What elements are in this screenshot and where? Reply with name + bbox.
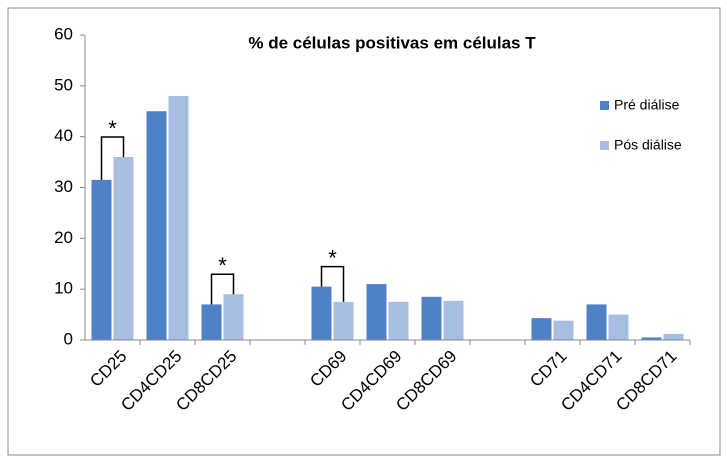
legend-label: Pós diálise <box>614 137 682 153</box>
x-tick-label: CD71 <box>526 347 570 391</box>
significance-label: * <box>218 253 227 278</box>
bar <box>663 333 684 340</box>
legend-swatch <box>600 141 609 150</box>
bar <box>586 304 607 340</box>
bar <box>113 157 134 340</box>
y-tick-label: 20 <box>54 228 73 247</box>
bar <box>421 296 442 340</box>
legend-swatch <box>600 101 609 110</box>
y-tick-label: 30 <box>54 177 73 196</box>
chart-title: % de células positivas em células T <box>248 33 536 52</box>
significance-bracket <box>210 273 235 305</box>
bar <box>388 301 409 340</box>
bar <box>333 301 354 340</box>
bar <box>168 96 189 340</box>
bar <box>311 286 332 340</box>
bar <box>201 304 222 340</box>
x-tick-label: CD69 <box>306 347 350 391</box>
bar <box>641 337 662 340</box>
significance-bracket <box>100 136 125 180</box>
bar <box>553 320 574 340</box>
legend-label: Pré diálise <box>614 97 680 113</box>
bar <box>443 300 464 340</box>
x-tick-label: CD8CD25 <box>172 347 240 415</box>
x-tick-label: CD8CD69 <box>392 347 460 415</box>
bar <box>531 318 552 340</box>
chart-frame <box>7 7 721 456</box>
bar <box>223 294 244 340</box>
y-tick-label: 60 <box>54 24 73 43</box>
y-tick-label: 40 <box>54 126 73 145</box>
bar <box>146 111 167 340</box>
significance-label: * <box>108 116 117 141</box>
y-tick-label: 0 <box>64 329 73 348</box>
bar <box>91 179 112 340</box>
bar <box>608 314 629 340</box>
y-tick-label: 50 <box>54 75 73 94</box>
significance-bracket <box>320 265 345 302</box>
x-tick-label: CD25 <box>86 347 130 391</box>
bar <box>366 284 387 340</box>
y-tick-label: 10 <box>54 279 73 298</box>
significance-label: * <box>328 245 337 270</box>
x-tick-label: CD8CD71 <box>612 347 680 415</box>
